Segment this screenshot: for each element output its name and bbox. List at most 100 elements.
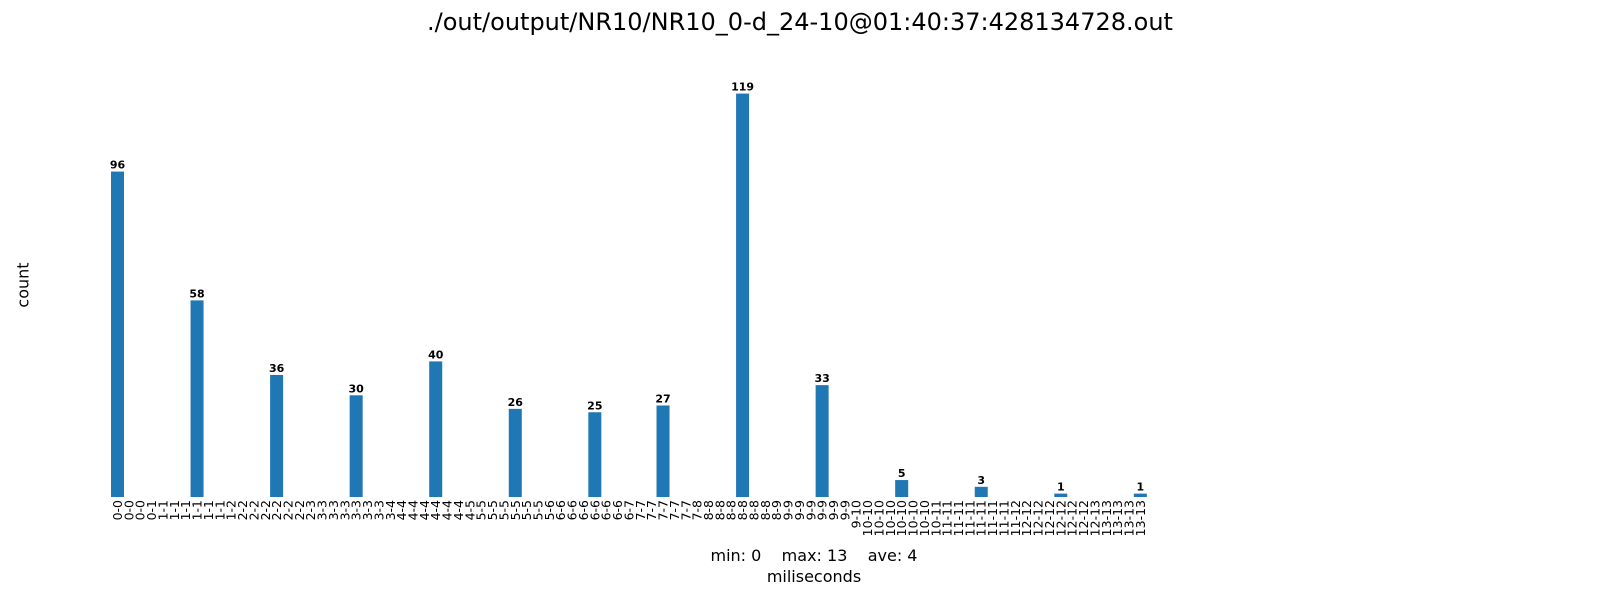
bar-value-label: 36	[269, 362, 285, 375]
x-tick-label: 3-3	[349, 500, 364, 520]
x-tick-label: 6-6	[587, 500, 602, 520]
bar	[1054, 493, 1068, 497]
x-tick-label: 2-2	[258, 500, 273, 520]
x-tick-label: 0-0	[133, 500, 148, 520]
x-tick-label: 1-1	[167, 500, 182, 520]
bar-value-label: 30	[349, 382, 365, 395]
bar-value-label: 3	[977, 474, 985, 487]
x-tick-label: 4-4	[405, 500, 420, 520]
x-tick-label: 12-12	[1076, 500, 1091, 536]
x-tick-label: 6-6	[610, 500, 625, 520]
x-tick-label: 0-1	[144, 500, 159, 520]
x-tick-label: 8-9	[769, 500, 784, 520]
x-tick-label: 7-7	[644, 500, 659, 520]
bar	[974, 486, 988, 497]
x-tick-label: 3-3	[326, 500, 341, 520]
bar	[429, 361, 443, 497]
x-tick-label: 12-12	[1031, 500, 1046, 536]
bar	[270, 374, 284, 497]
x-tick-label: 10-10	[894, 500, 909, 536]
x-tick-label: 9-9	[815, 500, 830, 520]
x-tick-label: 10-10	[871, 500, 886, 536]
bar	[508, 408, 522, 497]
x-tick-label: 11-11	[951, 500, 966, 536]
x-tick-label: 12-12	[1019, 500, 1034, 536]
x-tick-label: 7-8	[690, 500, 705, 520]
x-tick-label: 11-12	[1008, 500, 1023, 536]
x-tick-label: 7-7	[633, 500, 648, 520]
x-tick-label: 2-2	[246, 500, 261, 520]
x-tick-label: 8-8	[701, 500, 716, 520]
x-tick-label: 13-13	[1110, 500, 1125, 536]
x-tick-label: 8-8	[758, 500, 773, 520]
x-tick-label: 5-5	[531, 500, 546, 520]
x-tick-label: 12-13	[1087, 500, 1102, 536]
bar	[895, 480, 909, 497]
x-tick-label: 13-13	[1121, 500, 1136, 536]
bar-value-label: 25	[587, 399, 602, 412]
x-tick-label: 7-7	[667, 500, 682, 520]
x-tick-label: 8-8	[735, 500, 750, 520]
x-tick-label: 10-10	[917, 500, 932, 536]
x-tick-label: 0-0	[110, 500, 125, 520]
x-tick-label: 11-11	[985, 500, 1000, 536]
x-tick-label: 3-4	[383, 500, 398, 520]
x-tick-label: 9-10	[849, 500, 864, 528]
x-tick-label: 5-5	[485, 500, 500, 520]
bar	[111, 171, 124, 497]
x-tick-label: 9-9	[803, 500, 818, 520]
x-tick-label: 1-1	[155, 500, 170, 520]
x-tick-label: 5-5	[508, 500, 523, 520]
x-tick-label: 6-6	[553, 500, 568, 520]
x-tick-label: 3-3	[337, 500, 352, 520]
x-tick-label: 8-8	[724, 500, 739, 520]
x-tick-label: 4-4	[394, 500, 409, 520]
x-tick-label: 3-3	[315, 500, 330, 520]
bar-value-label: 119	[731, 81, 754, 94]
x-tick-label: 11-11	[962, 500, 977, 536]
bar-value-label: 40	[428, 348, 444, 361]
bar-value-label: 1	[1137, 481, 1145, 494]
x-tick-label: 2-2	[235, 500, 250, 520]
x-tick-label: 4-4	[428, 500, 443, 520]
x-tick-label: 11-11	[940, 500, 955, 536]
bar	[1133, 493, 1147, 497]
bar-value-label: 96	[110, 159, 126, 172]
x-tick-label: 10-10	[883, 500, 898, 536]
x-tick-label: 10-10	[906, 500, 921, 536]
x-tick-label: 1-1	[212, 500, 227, 520]
chart-title: ./out/output/NR10/NR10_0-d_24-10@01:40:3…	[427, 8, 1173, 36]
x-tick-label: 3-3	[371, 500, 386, 520]
x-tick-label: 8-8	[746, 500, 761, 520]
stats-line: min: 0 max: 13 ave: 4	[710, 546, 918, 565]
x-tick-label: 2-2	[292, 500, 307, 520]
bar-value-label: 58	[189, 287, 204, 300]
bar	[190, 300, 204, 497]
x-tick-label: 13-13	[1099, 500, 1114, 536]
x-tick-label: 4-4	[417, 500, 432, 520]
x-tick-label: 7-7	[678, 500, 693, 520]
x-tick-label: 6-6	[599, 500, 614, 520]
x-tick-label: 12-12	[1065, 500, 1080, 536]
x-tick-label: 7-7	[656, 500, 671, 520]
bar-value-label: 26	[508, 396, 524, 409]
x-tick-label: 4-5	[462, 500, 477, 520]
bar	[349, 395, 363, 497]
x-tick-label: 10-11	[928, 500, 943, 536]
x-tick-label: 9-9	[837, 500, 852, 520]
x-tick-label: 5-6	[542, 500, 557, 520]
bar-value-label: 1	[1057, 481, 1065, 494]
x-tick-label: 4-4	[440, 500, 455, 520]
x-tick-label: 3-3	[360, 500, 375, 520]
x-axis-label: miliseconds	[766, 567, 862, 586]
x-tick-label: 9-9	[826, 500, 841, 520]
x-tick-label: 1-1	[190, 500, 205, 520]
bar	[588, 412, 602, 497]
x-tick-label: 12-12	[1053, 500, 1068, 536]
x-tick-label: 6-6	[576, 500, 591, 520]
x-tick-label: 11-11	[974, 500, 989, 536]
x-tick-label: 6-6	[565, 500, 580, 520]
bar-value-label: 27	[655, 392, 670, 405]
x-tick-label: 13-13	[1133, 500, 1148, 536]
x-tick-label: 6-7	[621, 500, 636, 520]
